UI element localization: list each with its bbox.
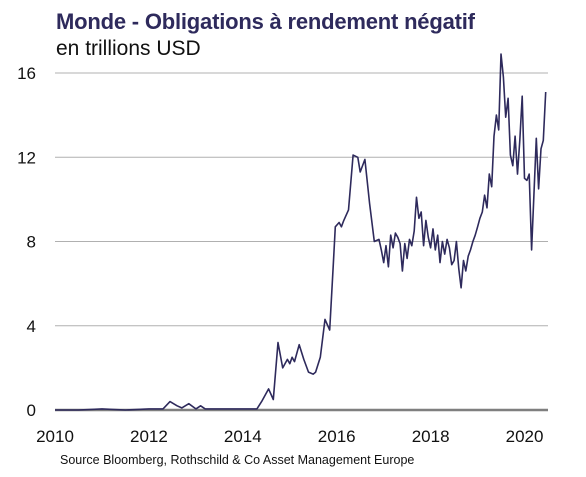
- x-tick-label: 2014: [224, 427, 262, 446]
- chart-subtitle: en trillions USD: [56, 37, 201, 60]
- y-tick-label: 4: [27, 317, 36, 336]
- x-tick-label: 2016: [318, 427, 356, 446]
- y-tick-label: 0: [27, 401, 36, 420]
- x-tick-label: 2010: [36, 427, 74, 446]
- x-axis-ticks: 2010 2012 2014 2016 2018 2020: [36, 427, 543, 446]
- y-tick-label: 8: [27, 233, 36, 252]
- series-group: [55, 53, 547, 411]
- series-line: [55, 53, 547, 411]
- x-tick-label: 2012: [130, 427, 168, 446]
- y-tick-label: 16: [17, 64, 36, 83]
- source-note: Source Bloomberg, Rothschild & Co Asset …: [60, 453, 415, 467]
- y-tick-label: 12: [17, 148, 36, 167]
- gridlines: [55, 72, 548, 412]
- y-axis-ticks: 0 4 8 12 16: [17, 64, 36, 420]
- x-tick-label: 2018: [412, 427, 450, 446]
- chart-title: Monde - Obligations à rendement négatif: [56, 9, 475, 34]
- x-tick-label: 2020: [506, 427, 544, 446]
